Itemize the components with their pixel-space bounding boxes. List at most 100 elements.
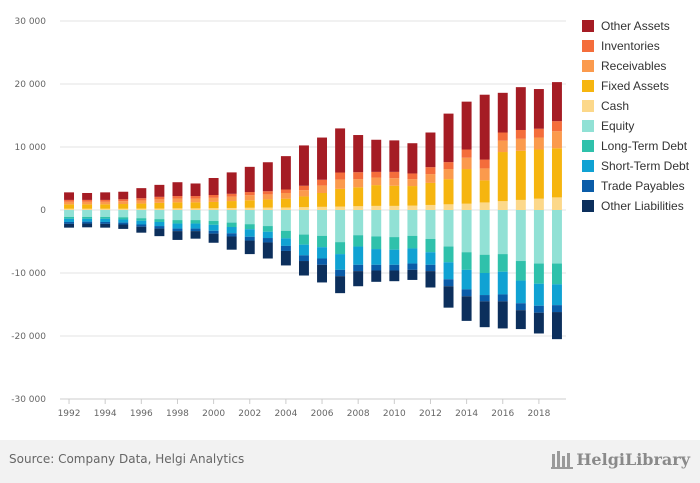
bar-segment <box>425 132 436 168</box>
bar-segment <box>82 216 93 219</box>
bar-segment <box>64 216 75 219</box>
bar-segment <box>262 238 273 243</box>
bar-segment <box>244 192 255 196</box>
bar-segment <box>262 191 273 195</box>
bar-segment <box>100 192 111 200</box>
bar-segment <box>461 210 472 253</box>
legend-label: Receivables <box>601 59 667 73</box>
bar-segment <box>280 230 291 239</box>
bar-segment <box>425 210 436 239</box>
footer: Source: Company Data, Helgi Analytics He… <box>0 440 700 483</box>
bar-segment <box>172 198 183 203</box>
legend-item-receivables[interactable]: Receivables <box>582 56 689 76</box>
bar-segment <box>298 190 309 197</box>
bar-segment <box>515 280 526 304</box>
bar-segment <box>371 171 382 178</box>
bar-segment <box>389 264 400 271</box>
legend-item-cash[interactable]: Cash <box>582 96 689 116</box>
bar-segment <box>479 273 490 296</box>
bar-segment <box>118 199 129 202</box>
bar-segment <box>533 305 544 313</box>
brand-logo[interactable]: HelgiLibrary <box>550 448 690 470</box>
bar-segment <box>551 148 562 198</box>
bar-segment <box>515 129 526 139</box>
legend-item-fixed-assets[interactable]: Fixed Assets <box>582 76 689 96</box>
x-tick-label: 2000 <box>202 409 225 419</box>
bar-segment <box>479 159 490 169</box>
legend-item-short-term-debt[interactable]: Short-Term Debt <box>582 156 689 176</box>
bar-segment <box>262 207 273 210</box>
bar-segment <box>226 222 237 228</box>
bar-segment <box>425 264 436 272</box>
bar-segment <box>335 206 346 210</box>
bar-segment <box>371 177 382 186</box>
bar-segment <box>190 223 201 229</box>
bar-segment <box>335 172 346 180</box>
bar-segment <box>371 236 382 250</box>
bar-segment <box>82 208 93 210</box>
bar-segment <box>226 196 237 202</box>
legend-swatch <box>582 180 594 192</box>
bar-segment <box>317 185 328 193</box>
legend-item-other-assets[interactable]: Other Assets <box>582 16 689 36</box>
bar-segment <box>533 198 544 210</box>
bar-segment <box>461 252 472 270</box>
x-tick-label: 2018 <box>527 409 550 419</box>
bar-segment <box>100 208 111 210</box>
bar-segment <box>118 219 129 223</box>
x-tick-label: 2004 <box>274 409 297 419</box>
legend-item-trade-payables[interactable]: Trade Payables <box>582 176 689 196</box>
bar-segment <box>190 196 201 199</box>
bar-segment <box>280 198 291 208</box>
bar-segment <box>190 210 201 221</box>
bar-segment <box>317 247 328 259</box>
bar-segment <box>479 254 490 273</box>
bar-segment <box>136 218 147 221</box>
bar-segment <box>136 208 147 210</box>
bar-segment <box>118 222 129 225</box>
bar-segment <box>407 263 418 270</box>
bar-segment <box>226 227 237 234</box>
bar-segment <box>335 188 346 207</box>
bar-segment <box>244 200 255 208</box>
bar-segment <box>64 199 75 202</box>
bar-segment <box>154 208 165 210</box>
bar-segment <box>443 179 454 205</box>
legend-swatch <box>582 140 594 152</box>
bar-segment <box>551 82 562 122</box>
bar-segment <box>100 201 111 205</box>
legend-item-inventories[interactable]: Inventories <box>582 36 689 56</box>
bar-segment <box>389 237 400 250</box>
library-icon <box>551 451 574 469</box>
bar-segment <box>226 233 237 237</box>
legend-item-long-term-debt[interactable]: Long-Term Debt <box>582 136 689 156</box>
bar-segment <box>533 210 544 264</box>
bar-segment <box>533 128 544 138</box>
bar-segment <box>461 289 472 297</box>
bar-segment <box>226 193 237 197</box>
bar-segment <box>425 182 436 205</box>
legend-item-other-liabilities[interactable]: Other Liabilities <box>582 196 689 216</box>
source-text: Source: Company Data, Helgi Analytics <box>9 452 245 466</box>
bar-segment <box>118 191 129 200</box>
bar-segment <box>208 197 219 202</box>
bar-segment <box>353 246 364 265</box>
bar-segment <box>407 235 418 249</box>
legend-item-equity[interactable]: Equity <box>582 116 689 136</box>
bar-segment <box>208 224 219 231</box>
bar-segment <box>280 245 291 251</box>
bar-segment <box>389 210 400 238</box>
bar-segment <box>136 224 147 227</box>
bar-segment <box>118 217 129 220</box>
bar-segment <box>136 188 147 199</box>
bar-segment <box>407 248 418 264</box>
bar-segment <box>443 246 454 263</box>
bar-segment <box>317 258 328 265</box>
bar-segment <box>479 202 490 210</box>
bar-segment <box>479 94 490 160</box>
bar-segment <box>64 218 75 222</box>
bar-segment <box>190 202 201 209</box>
legend-label: Short-Term Debt <box>601 159 690 173</box>
bar-segment <box>208 221 219 225</box>
x-tick-label: 1998 <box>166 409 189 419</box>
